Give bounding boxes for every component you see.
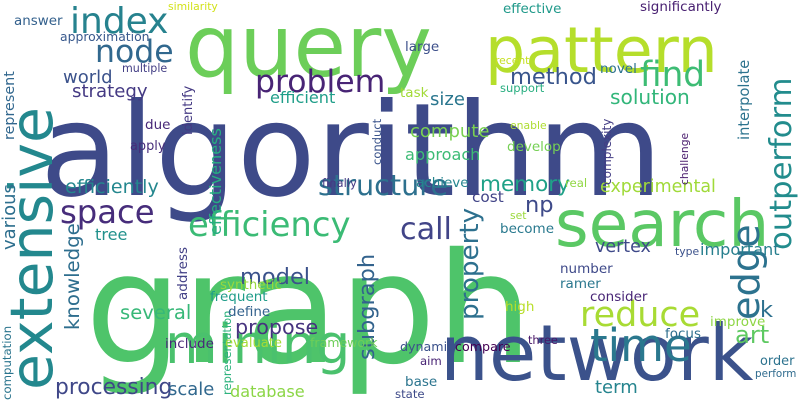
word-effective: effective xyxy=(503,1,562,17)
word-query: query xyxy=(185,0,432,97)
word-mining: mining xyxy=(165,313,351,376)
word-reduce: reduce xyxy=(580,294,701,335)
word-large: large xyxy=(405,38,440,55)
word-scale: scale xyxy=(168,379,215,400)
word-improve: improve xyxy=(710,313,766,330)
word-represent: represent xyxy=(1,71,18,140)
word-node: node xyxy=(95,33,174,70)
word-efficiency: efficiency xyxy=(188,205,351,245)
word-experimental: experimental xyxy=(600,176,716,197)
word-k: k xyxy=(760,297,774,324)
word-develop: develop xyxy=(507,138,561,155)
word-achieve: achieve xyxy=(416,174,469,191)
word-task: task xyxy=(400,84,429,101)
word-search: search xyxy=(555,186,770,262)
word-compare: compare xyxy=(455,339,511,355)
word-propose: propose xyxy=(235,315,319,340)
word-three: three xyxy=(528,333,558,347)
word-perform: perform xyxy=(755,368,797,381)
word-state: state xyxy=(395,386,425,400)
word-interpolate: interpolate xyxy=(735,59,753,140)
word-processing: processing xyxy=(55,374,173,400)
word-become: become xyxy=(500,220,555,237)
word-index: index xyxy=(70,1,169,42)
word-strategy: strategy xyxy=(72,81,148,103)
word-representation: representation xyxy=(220,310,235,395)
word-tree: tree xyxy=(95,224,128,244)
word-complexity: complexity xyxy=(599,118,614,185)
word-property: property xyxy=(454,207,485,320)
word-efficiently: efficiently xyxy=(65,175,159,198)
word-find: find xyxy=(640,54,706,95)
word-recent: recent xyxy=(495,53,530,67)
word-evaluate: evaluate xyxy=(225,335,282,351)
word-important: important xyxy=(700,239,780,259)
word-address: address xyxy=(174,246,191,300)
word-graph: graph xyxy=(85,220,533,399)
word-outperform: outperform xyxy=(764,77,800,250)
word-framework: framework xyxy=(310,335,378,351)
word-problem: problem xyxy=(255,63,386,100)
word-novel: novel xyxy=(600,60,637,77)
word-real: real xyxy=(565,175,588,190)
word-answer: answer xyxy=(14,13,63,29)
word-algorithm: algorithm xyxy=(40,76,663,227)
word-solution: solution xyxy=(610,85,690,110)
word-np: np xyxy=(525,192,554,219)
word-model: model xyxy=(240,264,311,291)
word-include: include xyxy=(165,335,214,352)
word-enable: enable xyxy=(510,118,547,132)
word-multiple: multiple xyxy=(122,61,168,75)
word-frequent: frequent xyxy=(210,288,268,305)
word-cost: cost xyxy=(472,188,504,207)
word-size: size xyxy=(430,89,465,110)
word-approach: approach xyxy=(405,145,481,165)
word-support: support xyxy=(500,80,545,95)
word-network: network xyxy=(440,309,754,400)
word-space: space xyxy=(60,193,155,232)
word-due: due xyxy=(145,116,171,133)
word-computation: computation xyxy=(0,325,14,400)
word-define: define xyxy=(228,303,271,320)
word-challenge: challenge xyxy=(677,132,691,185)
word-ramer: ramer xyxy=(560,275,601,292)
word-finally: finally xyxy=(322,175,357,190)
word-vertex: vertex xyxy=(595,236,651,257)
word-efficient: efficient xyxy=(270,87,336,107)
word-art: art xyxy=(735,320,770,349)
word-significantly: significantly xyxy=(640,0,722,15)
word-pattern: pattern xyxy=(485,12,718,87)
word-set: set xyxy=(510,208,527,222)
word-structure: structure xyxy=(318,167,449,202)
word-knowledge: knowledge xyxy=(60,223,84,330)
word-time: time xyxy=(590,318,692,372)
word-call: call xyxy=(400,211,452,247)
word-synthetic: synthetic xyxy=(220,277,282,293)
word-high: high xyxy=(505,298,535,315)
word-apply: apply xyxy=(130,139,166,155)
word-conduct: conduct xyxy=(369,118,384,165)
word-world: world xyxy=(63,67,113,88)
word-identify: identify xyxy=(181,85,197,135)
word-database: database xyxy=(230,381,305,400)
word-consider: consider xyxy=(590,288,648,305)
word-compute: compute xyxy=(410,121,490,142)
word-type: type xyxy=(675,244,700,258)
word-order: order xyxy=(760,354,795,370)
word-base: base xyxy=(405,373,438,390)
word-approximation: approximation xyxy=(60,29,150,45)
word-aim: aim xyxy=(420,353,442,368)
word-focus: focus xyxy=(665,325,702,342)
word-dynamic: dynamic xyxy=(400,339,455,355)
word-method: method xyxy=(510,64,597,91)
word-various: various xyxy=(0,184,20,250)
word-several: several xyxy=(120,300,192,324)
word-similarity: similarity xyxy=(168,0,218,13)
word-effectiveness: effectiveness xyxy=(205,128,225,235)
word-memory: memory xyxy=(480,171,570,197)
word-term: term xyxy=(595,377,638,398)
word-number: number xyxy=(560,260,613,277)
